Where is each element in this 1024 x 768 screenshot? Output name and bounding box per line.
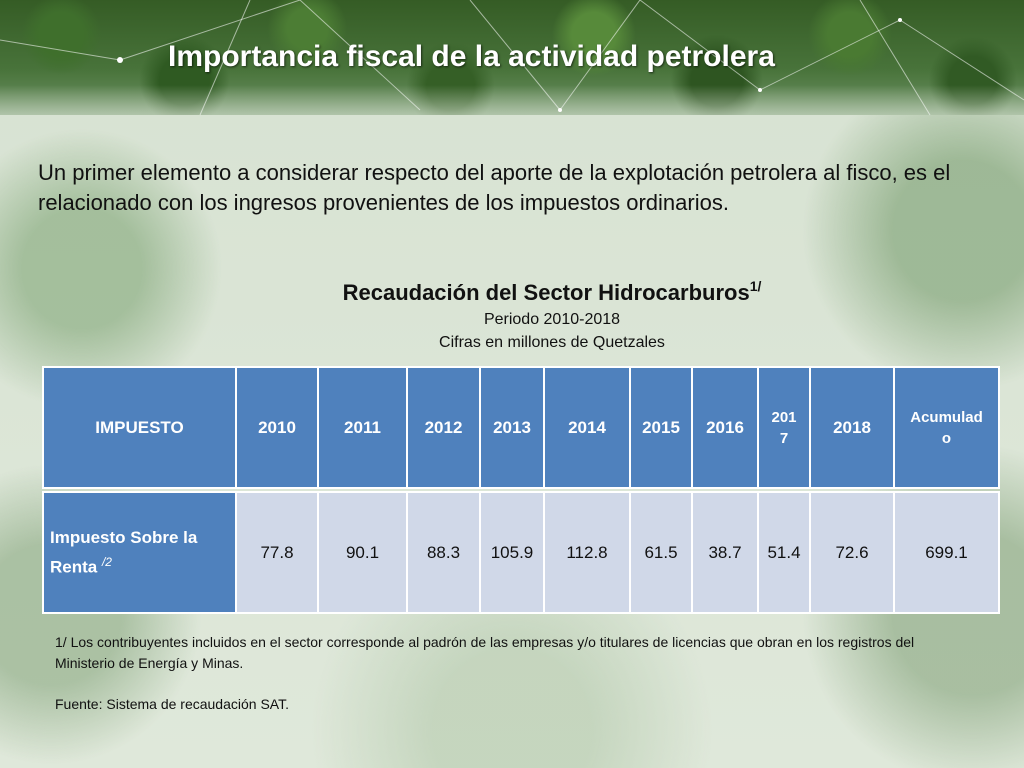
header-cell-2016: 2016 [691,366,759,489]
row-label-footnote-marker: /2 [101,554,112,569]
header-cell-acumulado: Acumulad o [893,366,1000,489]
header-cell-impuesto: IMPUESTO [42,366,237,489]
cell-2016: 38.7 [691,491,759,614]
header-cell-2017: 201 7 [757,366,811,489]
header-cell-2010: 2010 [235,366,319,489]
row-label-text: Impuesto Sobre la Renta [50,527,198,577]
table-period: Periodo 2010-2018 [483,311,621,328]
table-title: Recaudación del Sector Hidrocarburos1/ [0,278,1024,306]
table-units: Cifras en millones de Quetzales [439,334,665,351]
cell-2011: 90.1 [317,491,408,614]
table-title-text: Recaudación del Sector Hidrocarburos [342,280,750,305]
table-title-footnote-marker: 1/ [749,278,762,294]
cell-acumulado: 699.1 [893,491,1000,614]
header-cell-2014: 2014 [543,366,631,489]
table-header-row: IMPUESTO 2010 2011 2012 2013 2014 2015 2… [42,366,1000,489]
cell-2018: 72.6 [809,491,895,614]
revenue-table: IMPUESTO 2010 2011 2012 2013 2014 2015 2… [42,366,1000,614]
footnote-text: 1/ Los contribuyentes incluidos en el se… [55,634,915,671]
intro-paragraph: Un primer elemento a considerar respecto… [38,160,951,215]
cell-2013: 105.9 [479,491,545,614]
cell-2012: 88.3 [406,491,481,614]
source-text: Fuente: Sistema de recaudación SAT. [55,696,289,712]
cell-2015: 61.5 [629,491,693,614]
header-cell-2011: 2011 [317,366,408,489]
cell-2017: 51.4 [757,491,811,614]
row-label-isr: Impuesto Sobre la Renta /2 [42,491,237,614]
header-cell-2013: 2013 [479,366,545,489]
table-row: Impuesto Sobre la Renta /2 77.8 90.1 88.… [42,491,1000,614]
header-cell-2018: 2018 [809,366,895,489]
page-title: Importancia fiscal de la actividad petro… [168,40,775,73]
cell-2014: 112.8 [543,491,631,614]
cell-2010: 77.8 [235,491,319,614]
header-cell-2012: 2012 [406,366,481,489]
header-cell-2015: 2015 [629,366,693,489]
